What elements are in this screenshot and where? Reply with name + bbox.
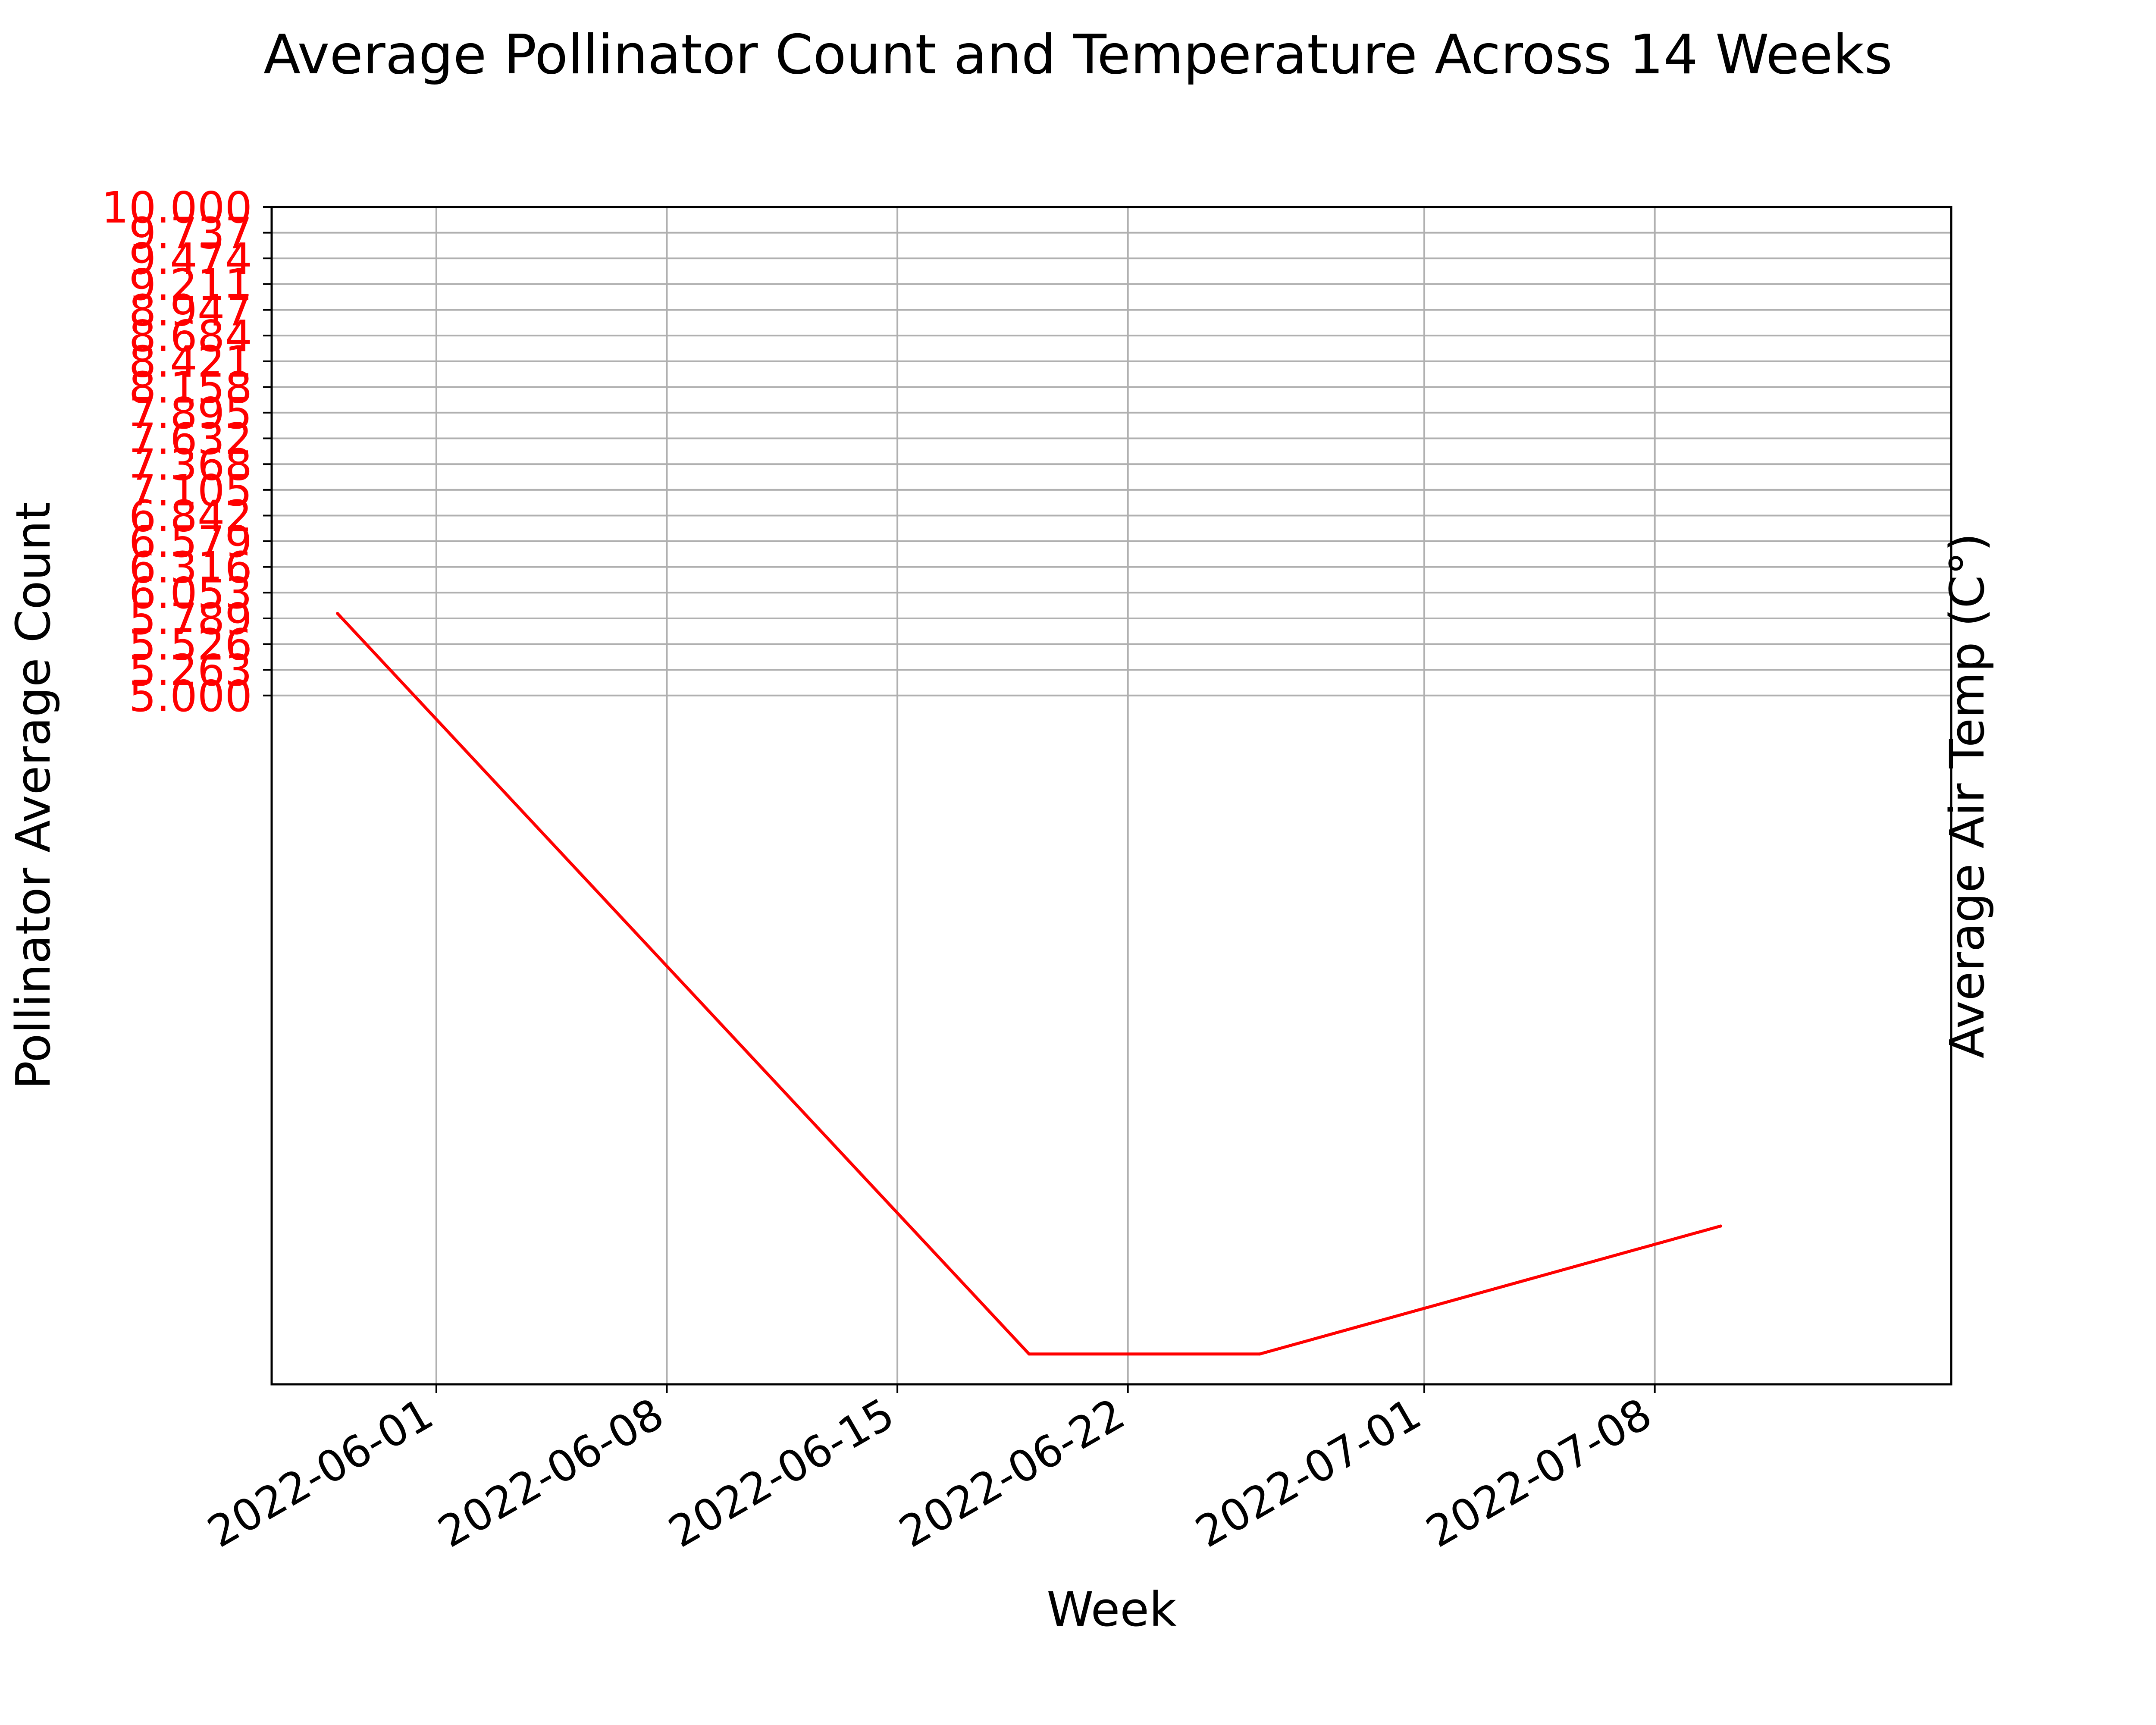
y-tick-label: 5.263	[129, 645, 252, 696]
data-point	[1028, 1352, 1031, 1356]
y-tick-label: 5.000	[129, 671, 252, 721]
y-tick-label: 8.947	[129, 285, 252, 336]
chart-title: Average Pollinator Count and Temperature…	[263, 23, 1893, 86]
plot-area-frame	[270, 206, 1952, 1386]
y-tick-label: 7.895	[129, 388, 252, 439]
y-tick-label: 6.053	[129, 568, 252, 618]
y-axis-label: Pollinator Average Count	[6, 502, 61, 1090]
series-line	[336, 612, 1722, 1356]
data-point	[1719, 1224, 1722, 1228]
y-tick-label: 8.158	[129, 362, 252, 413]
series-layer	[336, 612, 1722, 1356]
x-axis-label: Week	[1047, 1582, 1177, 1637]
y-tick-label: 8.421	[129, 337, 252, 387]
data-point	[336, 612, 339, 615]
y-tick-label: 10.000	[101, 182, 252, 233]
y-tick-label: 6.579	[129, 517, 252, 567]
y-tick-label: 7.632	[129, 414, 252, 464]
y-tick-label: 6.316	[129, 543, 252, 593]
y-tick-label: 7.368	[129, 439, 252, 490]
y-tick-label: 8.684	[129, 311, 252, 361]
y-tick-label: 9.737	[129, 208, 252, 259]
y-axis-right-label: Average Air Temp (C°)	[1940, 533, 1995, 1058]
data-point	[1258, 1352, 1261, 1356]
y-tick-label: 7.105	[129, 465, 252, 516]
y-tick-label: 9.474	[129, 234, 252, 284]
y-tick-label: 5.789	[129, 594, 252, 644]
y-tick-label: 6.842	[129, 491, 252, 541]
y-axis-left: 5.0005.2635.5265.7896.0536.3166.5796.842…	[101, 182, 272, 721]
y-tick-label: 5.526	[129, 620, 252, 670]
y-tick-label: 9.211	[129, 260, 252, 310]
